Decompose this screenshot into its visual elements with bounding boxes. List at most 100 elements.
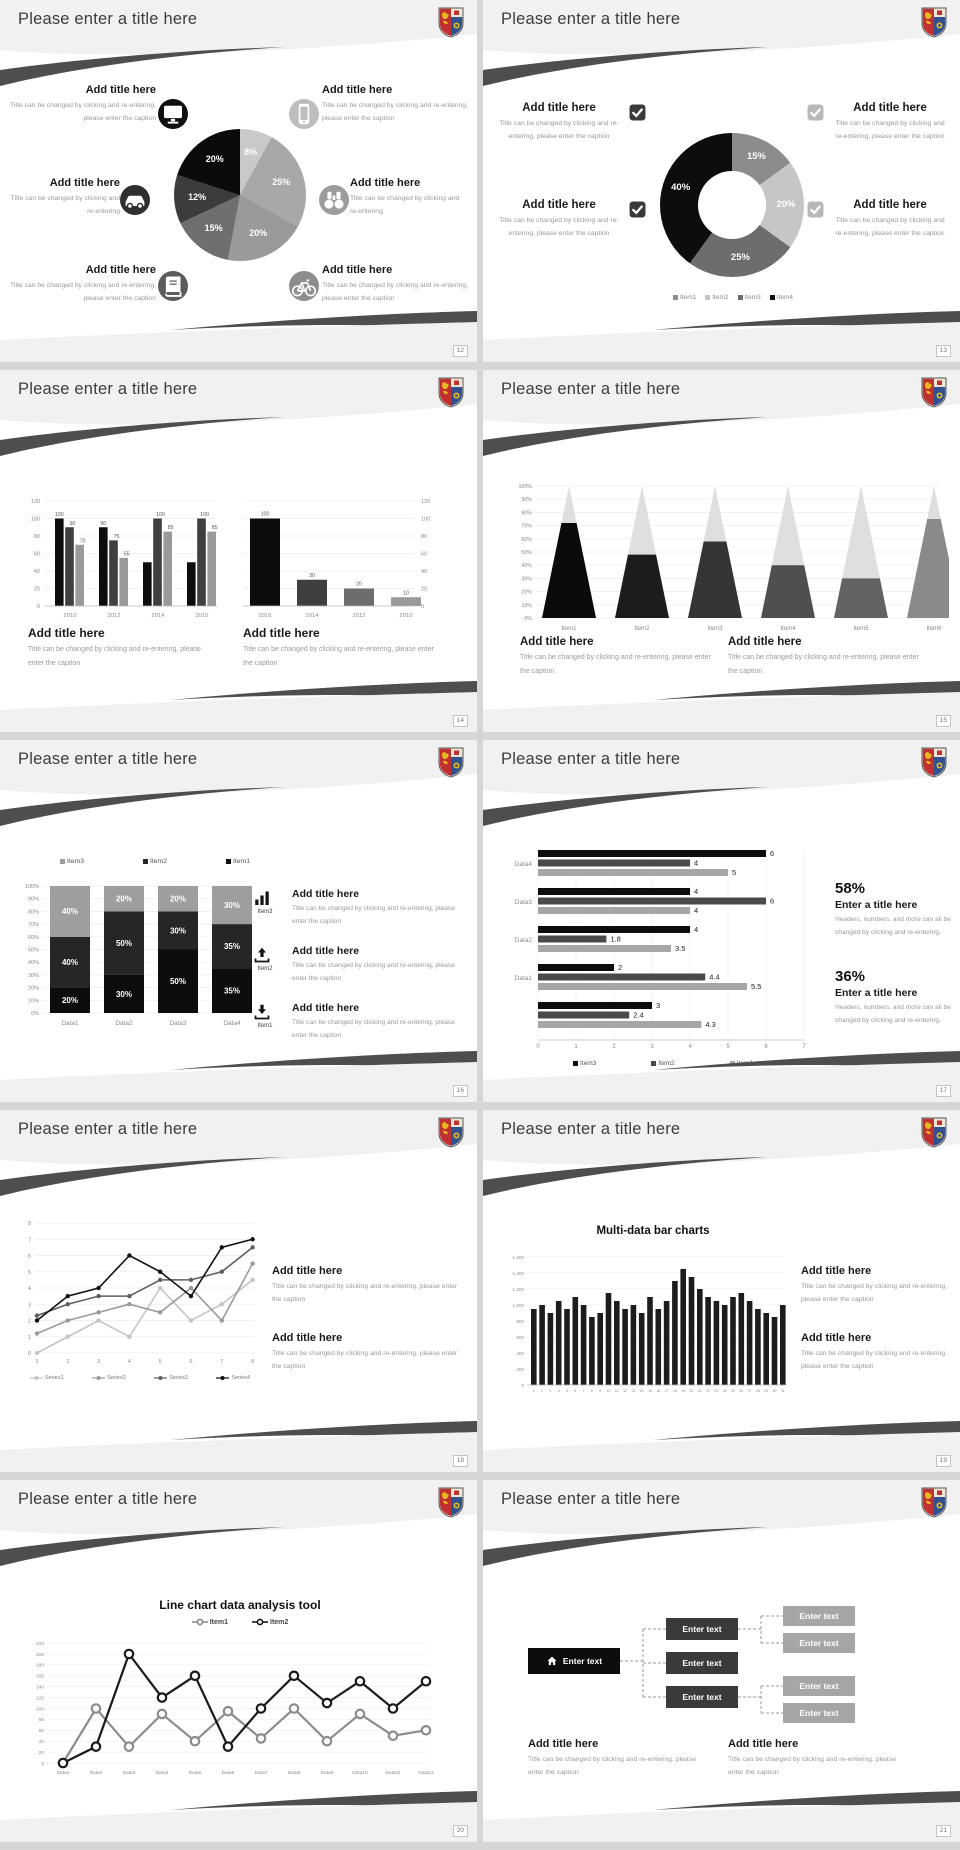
- svg-text:3: 3: [549, 1389, 551, 1393]
- svg-text:80: 80: [421, 534, 427, 540]
- page-number: 21: [935, 1825, 951, 1837]
- block-title: Add title here: [85, 264, 156, 276]
- legend-swatch: [672, 295, 678, 300]
- block-caption: Title can be changed by clicking and re-…: [272, 1350, 458, 1371]
- block-title: Add title here: [49, 177, 120, 189]
- slide-card-page-16[interactable]: Please enter a title here Item3 Item2 Item…: [0, 740, 477, 1102]
- svg-text:40: 40: [39, 1739, 45, 1745]
- svg-text:6: 6: [189, 1359, 192, 1365]
- svg-text:100: 100: [31, 517, 40, 523]
- svg-text:80%: 80%: [521, 510, 532, 516]
- callout-block: Add title here Title can be changed by cl…: [831, 199, 949, 241]
- block-title: Add title here: [272, 1265, 343, 1277]
- org-leaf-label: Enter text: [799, 1708, 839, 1718]
- callout-block: Add title here Title can be changed by cl…: [520, 636, 715, 678]
- svg-text:21: 21: [698, 1389, 702, 1393]
- svg-text:1.8: 1.8: [610, 935, 620, 944]
- university-crest-logo: [438, 7, 464, 38]
- page-number: 18: [452, 1455, 468, 1467]
- block-title: Add title here: [28, 626, 105, 640]
- block-title: Add title here: [292, 1002, 360, 1014]
- svg-text:4: 4: [694, 859, 698, 868]
- svg-text:Data10: Data10: [352, 1770, 368, 1776]
- block-title: Add title here: [801, 1332, 872, 1344]
- slide-card-page-19[interactable]: Please enter a title here Multi-data bar…: [483, 1110, 960, 1472]
- block-title: Add title here: [322, 84, 393, 96]
- page-number: 16: [452, 1085, 468, 1097]
- svg-text:20: 20: [39, 1750, 45, 1756]
- slide-card-page-15[interactable]: Please enter a title here 0% 10% 20% 30% 40%…: [483, 370, 960, 732]
- svg-text:30%: 30%: [116, 990, 132, 999]
- svg-text:60: 60: [34, 552, 40, 558]
- svg-text:23: 23: [714, 1389, 718, 1393]
- org-mid-label: Enter text: [682, 1692, 722, 1702]
- stat-block: 58% Enter a title here Headers, numbers, a…: [835, 880, 953, 940]
- slide-card-page-14[interactable]: Please enter a title here 0 20 40 60 80 100 12…: [0, 370, 477, 732]
- svg-text:20: 20: [34, 587, 40, 593]
- block-caption: Title can be changed by clicking and re-…: [28, 646, 201, 667]
- legend-swatch: [769, 295, 775, 300]
- org-leaf-box: Enter text: [783, 1676, 855, 1696]
- svg-text:Data11: Data11: [385, 1770, 400, 1776]
- svg-text:2010: 2010: [64, 613, 77, 619]
- legend-swatch: [143, 859, 148, 864]
- svg-text:80: 80: [34, 534, 40, 540]
- slide-title: Please enter a title here: [501, 380, 681, 398]
- svg-text:31: 31: [781, 1389, 785, 1393]
- svg-text:1,200: 1,200: [513, 1287, 525, 1292]
- svg-text:Data1: Data1: [57, 1770, 70, 1776]
- block-caption: Title can be changed by clicking and re-…: [728, 654, 919, 675]
- svg-text:Item1: Item1: [561, 626, 577, 632]
- svg-text:90: 90: [100, 521, 106, 527]
- svg-text:Data4: Data4: [515, 861, 533, 868]
- svg-text:3: 3: [650, 1044, 654, 1050]
- slide-card-page-13[interactable]: Please enter a title here 15% 20% 25% 40% It…: [483, 0, 960, 362]
- legend-item: Item3: [737, 294, 761, 301]
- svg-text:100: 100: [55, 512, 64, 518]
- legend-item: Item3: [573, 1060, 596, 1067]
- org-leaf-label: Enter text: [799, 1638, 839, 1648]
- callout-block: Add title here Title can be changed by cl…: [292, 888, 470, 929]
- svg-text:4: 4: [694, 906, 698, 915]
- svg-text:100: 100: [261, 512, 270, 518]
- org-mid-label: Enter text: [682, 1658, 722, 1668]
- svg-text:27: 27: [748, 1389, 752, 1393]
- callout-block: Add title here Title can be changed by cl…: [728, 636, 928, 678]
- svg-text:29: 29: [764, 1389, 768, 1393]
- page-number: 19: [935, 1455, 951, 1467]
- svg-text:1: 1: [533, 1389, 535, 1393]
- svg-text:8: 8: [591, 1389, 593, 1393]
- stat-title: Enter a title here: [835, 987, 918, 999]
- slide-card-page-21[interactable]: Please enter a title here Enter text Ente…: [483, 1480, 960, 1842]
- slide-card-page-17[interactable]: Please enter a title here 0 1 2 3 4 5 6 7 Data4 6…: [483, 740, 960, 1102]
- stacked-bar-chart: 0% 10% 20% 30% 40% 50% 60% 70% 80% 90% 100% 20% 40% 4…: [10, 873, 255, 1033]
- svg-text:50%: 50%: [521, 550, 532, 556]
- svg-text:11: 11: [615, 1389, 619, 1393]
- svg-text:50%: 50%: [170, 977, 186, 986]
- legend-item: Item2: [143, 858, 167, 865]
- block-caption: Title can be changed by clicking and re-…: [322, 282, 468, 303]
- slide-footer-decoration: [483, 1416, 960, 1472]
- svg-text:10%: 10%: [28, 998, 39, 1004]
- svg-text:Item2: Item2: [634, 626, 650, 632]
- block-caption: Title can be changed by clicking and re-…: [272, 1283, 458, 1304]
- org-mid-box: Enter text: [666, 1652, 738, 1674]
- svg-text:0%: 0%: [524, 616, 532, 622]
- svg-text:35%: 35%: [224, 987, 240, 996]
- slide-card-page-20[interactable]: Please enter a title here Line chart dat…: [0, 1480, 477, 1842]
- svg-text:30%: 30%: [28, 973, 39, 979]
- legend-swatch: [226, 859, 231, 864]
- svg-text:120: 120: [36, 1695, 44, 1701]
- chart-legend: Item3 Item2 Item1: [60, 858, 250, 865]
- page-number: 17: [935, 1085, 951, 1097]
- page-number: 15: [935, 715, 951, 727]
- svg-text:40%: 40%: [521, 563, 532, 569]
- svg-text:20: 20: [421, 587, 427, 593]
- block-caption: Title can be changed by clicking and re-…: [243, 646, 434, 667]
- block-caption: Title can be changed by clicking and re-…: [835, 217, 945, 238]
- svg-text:0%: 0%: [31, 1011, 39, 1017]
- slide-card-page-12[interactable]: Please enter a title here 8% 25% 20% 15% 12%…: [0, 0, 477, 362]
- svg-text:6: 6: [764, 1044, 768, 1050]
